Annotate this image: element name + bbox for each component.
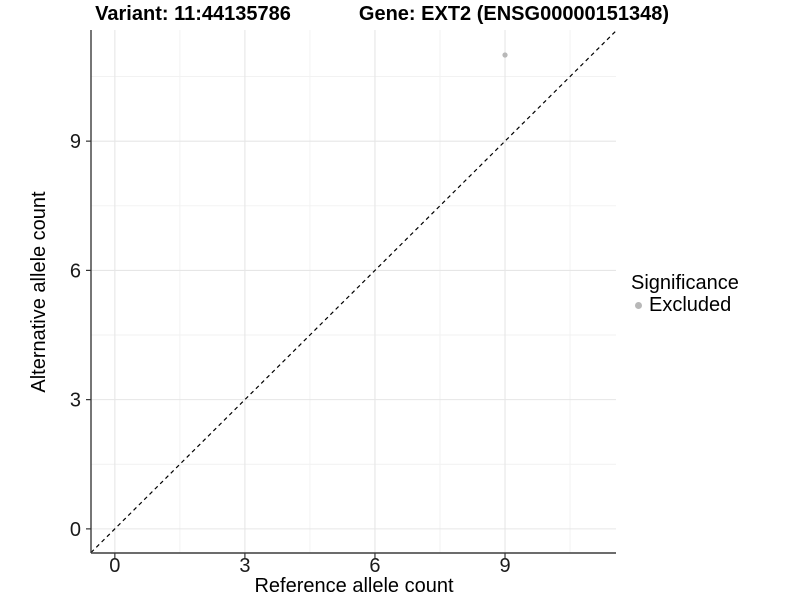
x-tick-label: 3 — [239, 555, 250, 577]
x-tick-label: 6 — [369, 555, 380, 577]
y-axis-title: Alternative allele count — [28, 191, 50, 393]
identity-dashed-line — [90, 30, 617, 553]
x-tick-label: 0 — [109, 555, 120, 577]
legend: Significance Excluded — [631, 272, 739, 316]
x-tick-label: 9 — [499, 555, 510, 577]
y-tick-label: 3 — [70, 390, 81, 412]
legend-point-icon — [635, 301, 642, 309]
legend-item-label: Excluded — [649, 294, 732, 316]
y-tick-label: 0 — [70, 519, 81, 541]
legend-item-excluded: Excluded — [631, 294, 739, 316]
x-axis-title: Reference allele count — [254, 575, 454, 597]
legend-title: Significance — [631, 272, 739, 294]
y-tick-label: 9 — [70, 131, 81, 153]
plot-title-variant: Variant: 11:44135786 — [95, 3, 291, 25]
data-point-excluded — [502, 52, 508, 58]
y-tick-label: 6 — [70, 260, 81, 282]
plot-title-gene: Gene: EXT2 (ENSG00000151348) — [358, 3, 670, 25]
